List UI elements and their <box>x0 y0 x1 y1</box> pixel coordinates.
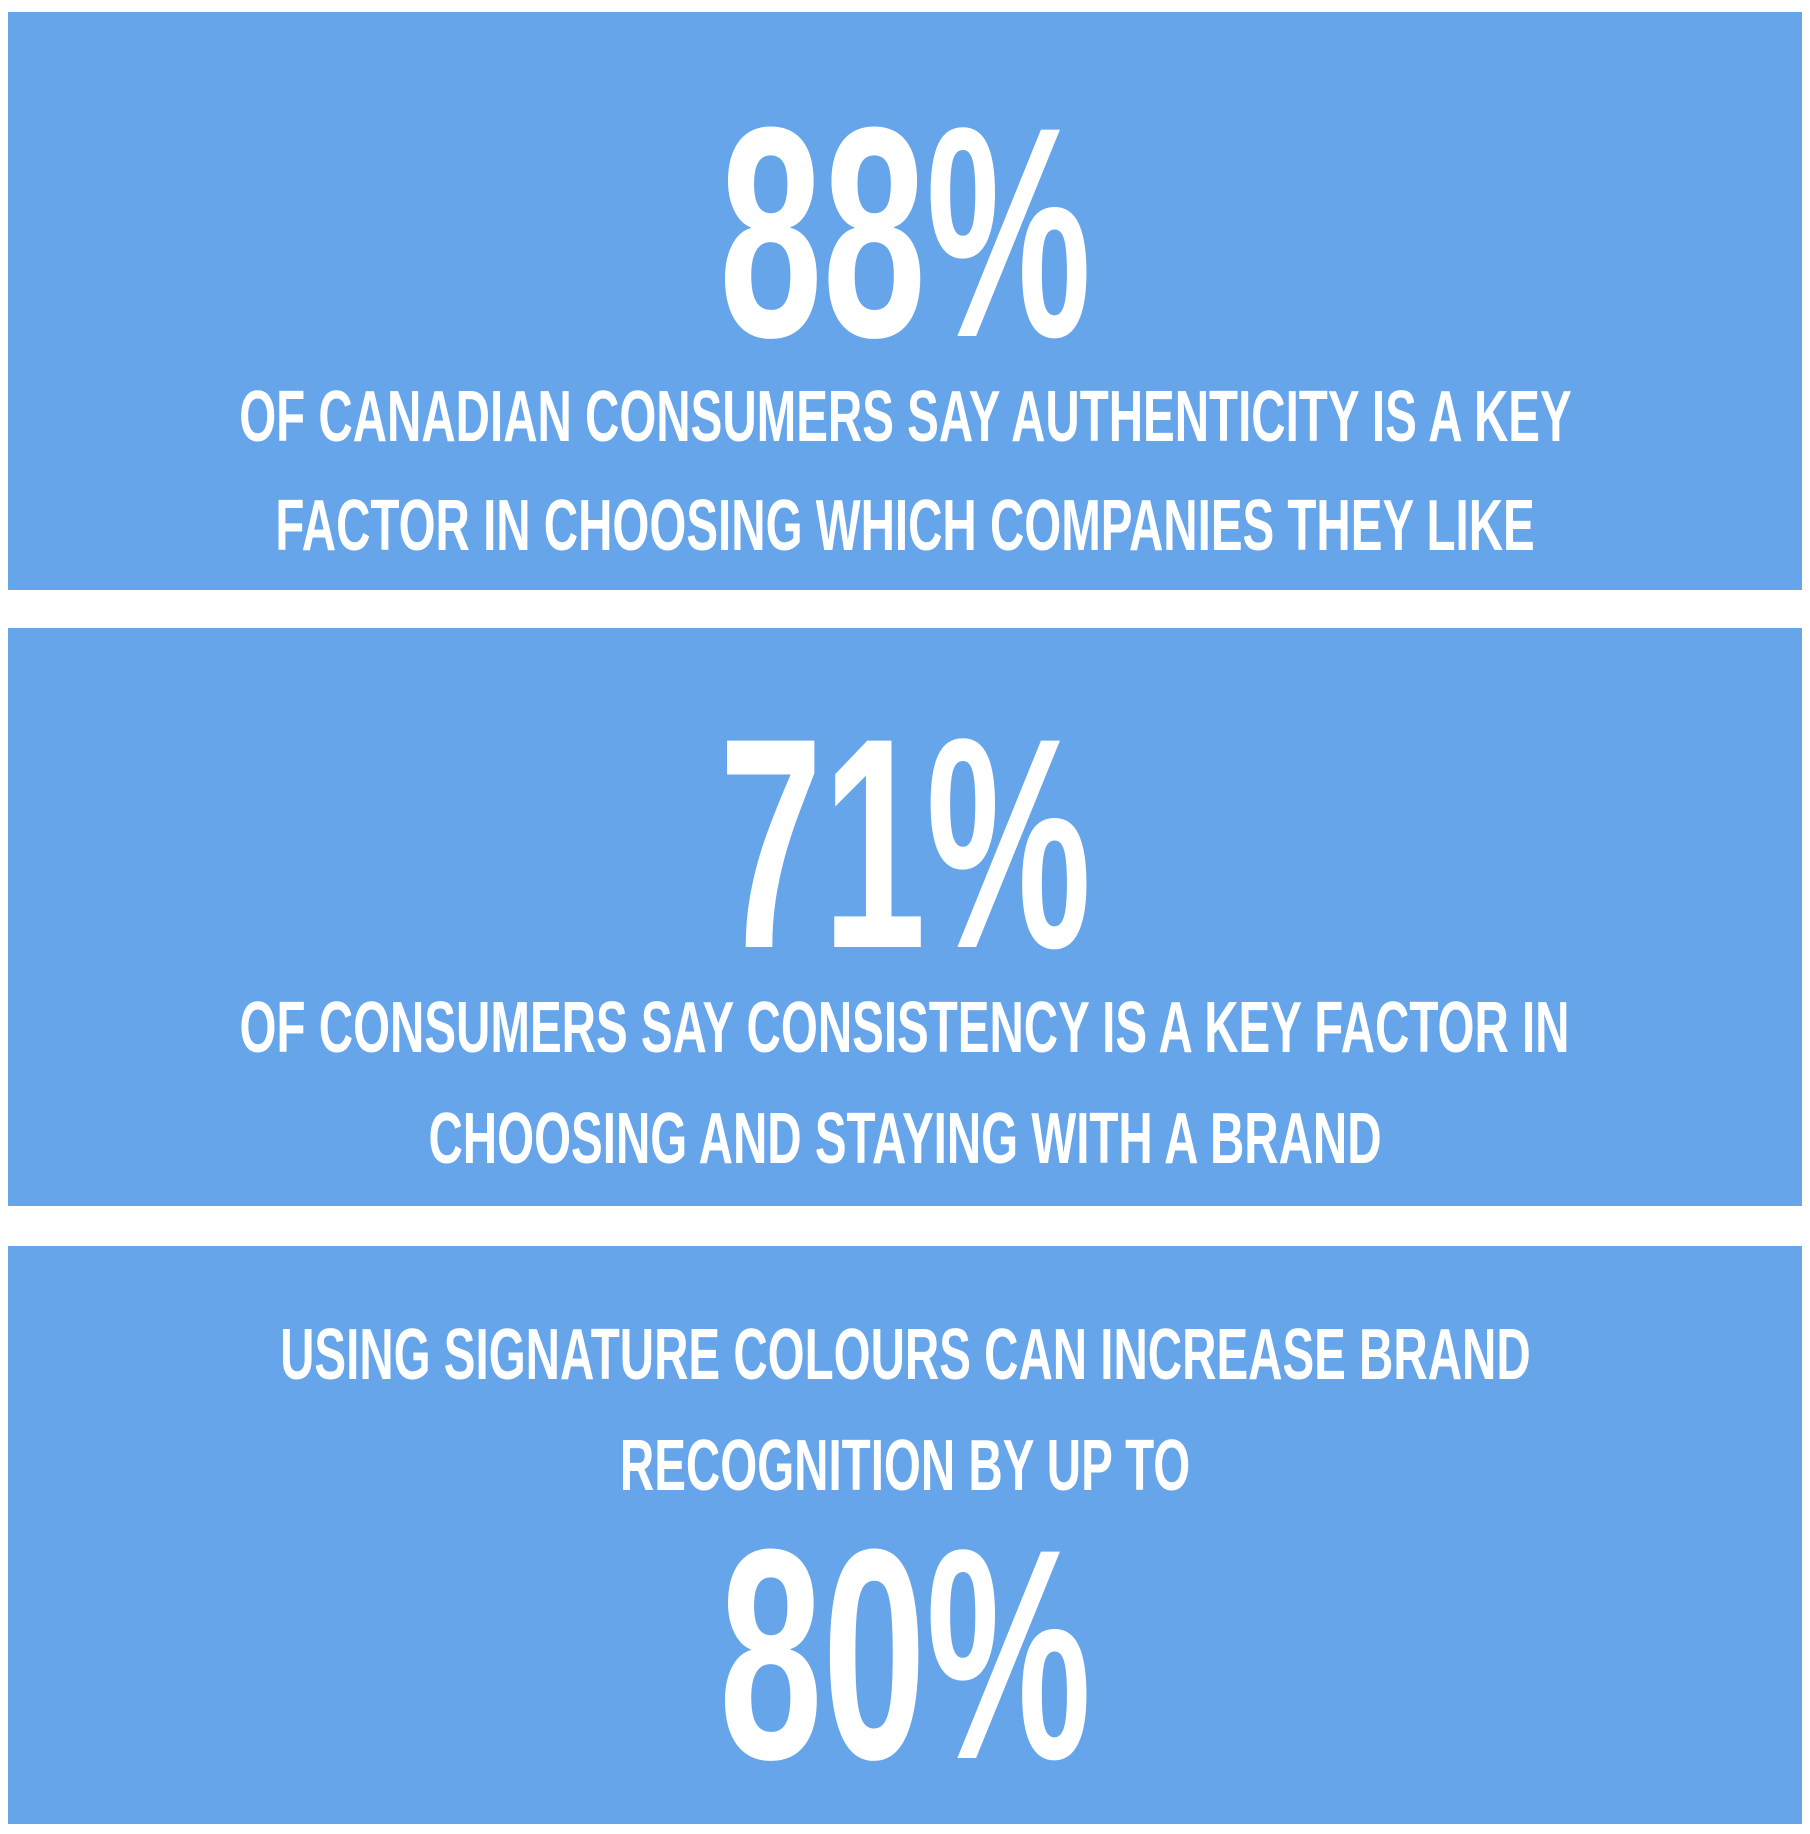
stat-number: 80% <box>718 1486 1092 1822</box>
stat-number: 88% <box>718 64 1092 400</box>
stat-panel: 88% OF CANADIAN CONSUMERS SAY AUTHENTICI… <box>8 12 1802 590</box>
description-line: USING SIGNATURE COLOURS CAN INCREASE BRA… <box>279 1315 1531 1395</box>
stat-panel: USING SIGNATURE COLOURS CAN INCREASE BRA… <box>8 1246 1802 1824</box>
stat-number: 71% <box>718 675 1092 1011</box>
stat-panel: 71% OF CONSUMERS SAY CONSISTENCY IS A KE… <box>8 628 1802 1206</box>
description-line: RECOGNITION BY UP TO <box>619 1426 1191 1506</box>
description-line: FACTOR IN CHOOSING WHICH COMPANIES THEY … <box>275 486 1535 566</box>
description-line: OF CANADIAN CONSUMERS SAY AUTHENTICITY I… <box>238 377 1572 457</box>
description-line: CHOOSING AND STAYING WITH A BRAND <box>428 1099 1382 1179</box>
description-line: OF CONSUMERS SAY CONSISTENCY IS A KEY FA… <box>240 988 1570 1068</box>
